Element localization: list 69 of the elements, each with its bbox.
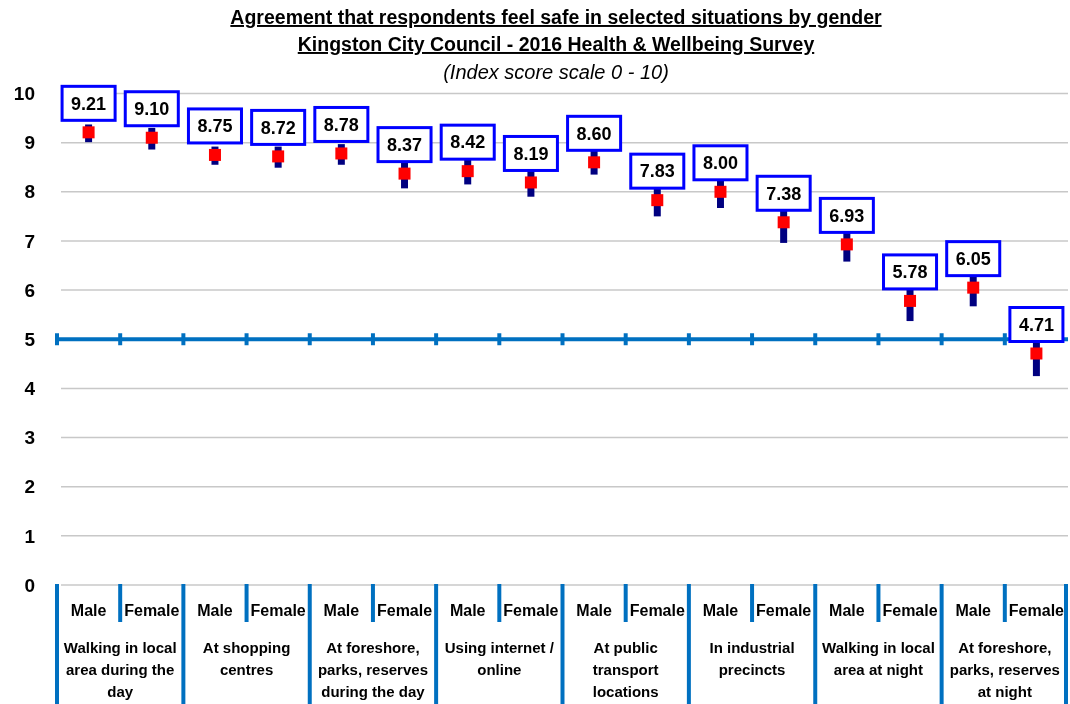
text: Walking in local area during the day bbox=[63, 639, 177, 701]
point bbox=[714, 185, 727, 198]
data-label: 5.78 bbox=[892, 262, 928, 283]
data-label: 8.75 bbox=[197, 116, 233, 137]
y-tick-label: 1 bbox=[24, 525, 36, 547]
data-label: 9.21 bbox=[71, 93, 107, 114]
x-tick-label: Male bbox=[955, 601, 992, 619]
y-tick-label: 3 bbox=[24, 427, 35, 449]
x-tick-label: Female bbox=[882, 601, 938, 619]
data-label: 6.93 bbox=[829, 205, 865, 226]
x-tick-label: Male bbox=[829, 601, 865, 619]
x-tick-label: Male bbox=[323, 601, 360, 619]
text: Using internet / online bbox=[444, 639, 555, 679]
y-tick-label: 8 bbox=[24, 181, 35, 203]
point bbox=[524, 176, 537, 189]
y-tick-label: 0 bbox=[24, 574, 35, 596]
point bbox=[967, 281, 980, 294]
point bbox=[272, 150, 285, 163]
text: At shopping centres bbox=[202, 639, 291, 679]
chart-title: Agreement that respondents feel safe in selected situations by gender Kingston City Council - 2016 Health & Wellbeing Survey bbox=[230, 6, 883, 55]
text: In industrial precincts bbox=[709, 639, 795, 679]
point bbox=[777, 216, 790, 229]
point bbox=[398, 167, 411, 180]
y-tick-label: 4 bbox=[24, 378, 36, 400]
x-tick-label: Female bbox=[124, 601, 180, 619]
data-label: 9.10 bbox=[134, 99, 170, 120]
x-tick-label: Male bbox=[449, 601, 486, 619]
data-label: 7.83 bbox=[639, 161, 675, 182]
point bbox=[1030, 347, 1043, 360]
data-label: 8.60 bbox=[576, 123, 612, 144]
point bbox=[588, 156, 601, 169]
data-label: 8.78 bbox=[323, 114, 359, 135]
y-tick-label: 9 bbox=[24, 132, 35, 154]
point bbox=[145, 131, 158, 144]
text: At foreshore, parks, reserves at night bbox=[949, 639, 1060, 701]
text: At foreshore, parks, reserves during the day bbox=[317, 639, 428, 701]
point bbox=[461, 165, 474, 178]
point bbox=[840, 238, 853, 251]
point bbox=[82, 126, 95, 139]
point bbox=[651, 194, 664, 207]
data-label: 8.42 bbox=[450, 132, 486, 153]
data-label: 7.38 bbox=[766, 183, 802, 204]
x-tick-label: Female bbox=[376, 601, 433, 619]
data-label: 8.00 bbox=[702, 153, 738, 174]
data-label: 6.05 bbox=[955, 248, 991, 269]
x-tick-label: Female bbox=[503, 601, 559, 619]
point bbox=[208, 148, 221, 161]
text: At public transport locations bbox=[592, 639, 659, 701]
x-tick-label: Male bbox=[70, 601, 107, 619]
data-label: 4.71 bbox=[1018, 314, 1054, 335]
data-label: 8.72 bbox=[260, 117, 296, 138]
y-tick-label: 6 bbox=[24, 279, 35, 301]
chart-subtitle: (Index score scale 0 - 10) bbox=[443, 61, 669, 83]
data-label: 8.37 bbox=[387, 134, 423, 155]
x-tick-label: Male bbox=[197, 601, 233, 619]
x-tick-label: Female bbox=[629, 601, 685, 619]
x-tick-label: Male bbox=[576, 601, 612, 619]
x-tick-label: Female bbox=[756, 601, 812, 619]
y-tick-label: 10 bbox=[13, 83, 35, 105]
y-tick-label: 2 bbox=[24, 476, 35, 498]
data-label: 8.19 bbox=[513, 143, 549, 164]
x-tick-label: Female bbox=[250, 601, 306, 619]
y-tick-label: 7 bbox=[24, 230, 35, 252]
point bbox=[335, 147, 348, 160]
point bbox=[904, 294, 917, 307]
y-tick-label: 5 bbox=[24, 328, 36, 350]
x-tick-label: Male bbox=[702, 601, 739, 619]
text: Walking in local area at night bbox=[822, 639, 935, 679]
x-tick-label: Female bbox=[1008, 601, 1065, 619]
